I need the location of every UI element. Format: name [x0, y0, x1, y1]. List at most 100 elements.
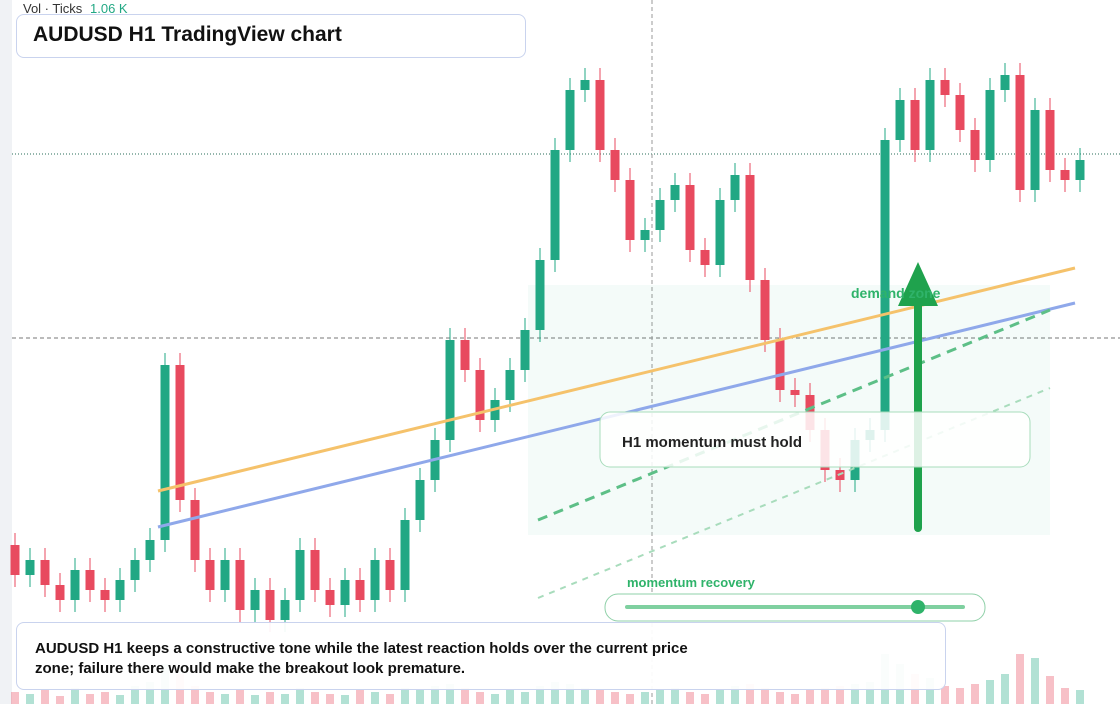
volume-bar: [446, 684, 454, 704]
candle-body: [925, 80, 935, 150]
volume-bar: [311, 692, 319, 704]
candle-body: [895, 100, 905, 140]
volume-bar: [956, 688, 964, 704]
volume-bar: [506, 690, 514, 704]
candle-body: [685, 185, 695, 250]
volume-bar: [86, 694, 94, 704]
candle-body: [760, 280, 770, 340]
candle-body: [55, 585, 65, 600]
candle-body: [655, 200, 665, 230]
candle-body: [415, 480, 425, 520]
volume-bar: [626, 694, 634, 704]
candle-body: [40, 560, 50, 585]
candle-body: [460, 340, 470, 370]
candle-body: [595, 80, 605, 150]
volume-bar: [671, 688, 679, 704]
volume-bar: [821, 688, 829, 704]
volume-bar: [806, 690, 814, 704]
volume-bar: [521, 692, 529, 704]
candle-body: [985, 90, 995, 160]
volume-bar: [686, 692, 694, 704]
volume-bar: [656, 690, 664, 704]
volume-bar: [476, 692, 484, 704]
volume-bar: [596, 690, 604, 704]
candle-body: [400, 520, 410, 590]
candle-body: [70, 570, 80, 600]
slider-label: momentum recovery: [627, 575, 756, 590]
volume-bar: [1001, 674, 1009, 704]
candle-body: [745, 175, 755, 280]
candle-body: [280, 600, 290, 620]
volume-bar: [386, 694, 394, 704]
volume-bar: [776, 692, 784, 704]
candle-body: [1060, 170, 1070, 180]
candles: [10, 63, 1085, 704]
volume-bar: [281, 694, 289, 704]
volume-bar: [371, 692, 379, 704]
candle-body: [160, 365, 170, 540]
volume-bar: [131, 686, 139, 704]
candle-body: [130, 560, 140, 580]
candle-body: [910, 100, 920, 150]
candle-body: [10, 545, 20, 575]
candle-body: [880, 140, 890, 430]
demand-zone: [528, 285, 1050, 535]
candle-body: [715, 200, 725, 265]
candle-body: [25, 560, 35, 575]
volume-bar: [1046, 676, 1054, 704]
candle-body: [220, 560, 230, 590]
candle-body: [730, 175, 740, 200]
candle-body: [205, 560, 215, 590]
volume-bar: [611, 692, 619, 704]
candle-body: [775, 340, 785, 390]
candle-body: [940, 80, 950, 95]
volume-bar: [926, 678, 934, 704]
arrow-head: [898, 262, 938, 306]
volume-bar: [461, 688, 469, 704]
candle-body: [955, 95, 965, 130]
volume-bar: [641, 692, 649, 704]
candle-body: [85, 570, 95, 590]
candle-body: [610, 150, 620, 180]
volume-bar: [581, 688, 589, 704]
volume-bar: [1031, 658, 1039, 704]
volume-bar: [716, 690, 724, 704]
candle-body: [445, 340, 455, 440]
volume-bar: [701, 694, 709, 704]
volume-bar: [221, 694, 229, 704]
candle-body: [640, 230, 650, 240]
volume-bar: [536, 686, 544, 704]
volume-bar: [851, 684, 859, 704]
volume-bar: [11, 692, 19, 704]
zone-label: demand zone: [851, 285, 941, 301]
note-text: H1 momentum must hold: [622, 434, 802, 451]
volume-bar: [56, 696, 64, 704]
volume-bar: [791, 694, 799, 704]
candle-body: [475, 370, 485, 420]
volume-bar: [731, 686, 739, 704]
volume-bar: [146, 682, 154, 704]
volume-bar: [941, 686, 949, 704]
candle-body: [355, 580, 365, 600]
volume-bar: [986, 680, 994, 704]
volume-bar: [71, 688, 79, 704]
volume-bar: [866, 682, 874, 704]
candle-body: [1075, 160, 1085, 180]
volume-bar: [341, 695, 349, 704]
candle-body: [385, 560, 395, 590]
candle-body: [1000, 75, 1010, 90]
volume-bar: [251, 695, 259, 704]
volume-bar: [41, 690, 49, 704]
volume-bar: [296, 688, 304, 704]
volume-bar: [431, 686, 439, 704]
vol-value: 1.06 K: [90, 1, 128, 16]
candle-body: [145, 540, 155, 560]
candle-body: [970, 130, 980, 160]
candle-body: [535, 260, 545, 330]
candle-body: [250, 590, 260, 610]
candle-body: [100, 590, 110, 600]
volume-bar: [26, 694, 34, 704]
candle-body: [235, 560, 245, 610]
volume-bar: [761, 688, 769, 704]
